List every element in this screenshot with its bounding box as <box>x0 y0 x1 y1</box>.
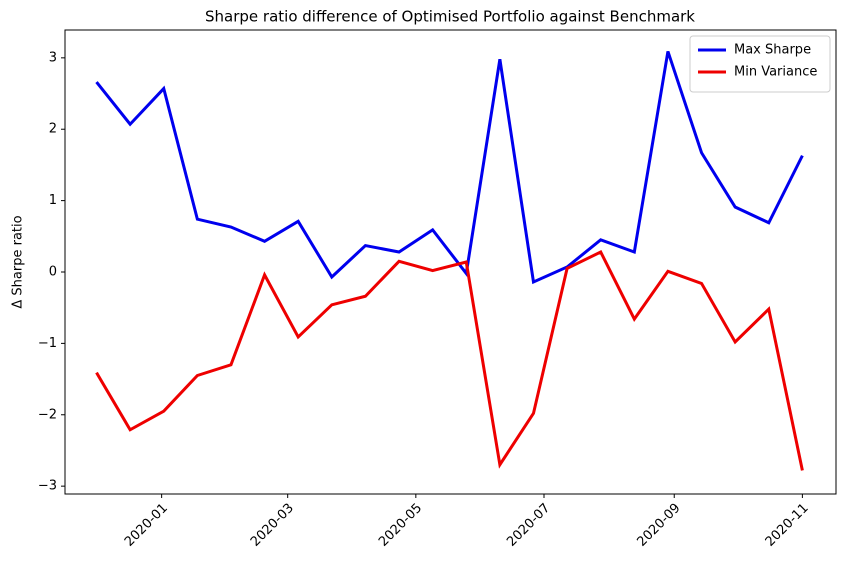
y-tick-label: −2 <box>38 407 57 422</box>
y-tick-label: −3 <box>38 479 57 494</box>
chart-title: Sharpe ratio difference of Optimised Por… <box>205 8 695 26</box>
x-tick-label: 2020-05 <box>376 501 425 550</box>
y-tick-label: 2 <box>49 122 57 137</box>
x-tick-label: 2020-09 <box>635 501 684 550</box>
legend-label: Max Sharpe <box>734 43 811 58</box>
y-tick-label: 0 <box>49 264 57 279</box>
y-tick-label: 1 <box>49 193 57 208</box>
x-tick-label: 2020-01 <box>122 501 171 550</box>
y-axis-label: Δ Sharpe ratio <box>11 215 26 308</box>
plot-frame <box>64 29 837 495</box>
series-line <box>95 50 804 285</box>
series-line <box>95 250 804 471</box>
x-tick-label: 2020-07 <box>504 501 553 550</box>
y-tick-label: 3 <box>49 50 57 65</box>
y-tick-label: −1 <box>38 336 57 351</box>
legend-label: Min Variance <box>734 65 817 80</box>
x-tick-label: 2020-11 <box>763 501 812 550</box>
x-tick-label: 2020-03 <box>248 501 297 550</box>
